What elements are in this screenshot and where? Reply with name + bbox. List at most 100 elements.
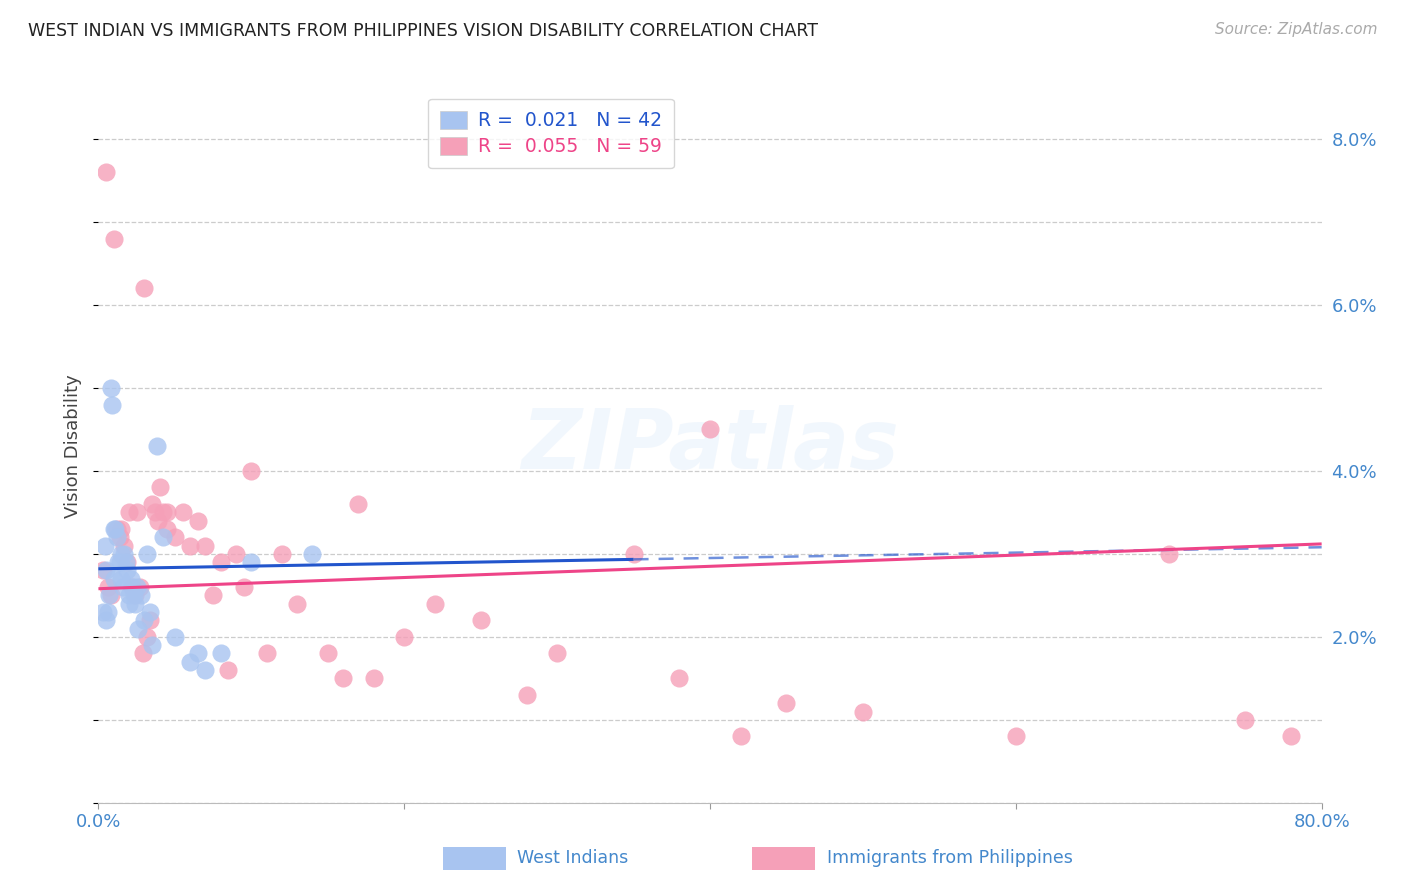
Point — [139, 605, 162, 619]
Point — [139, 613, 162, 627]
Point — [105, 530, 128, 544]
Point — [125, 580, 148, 594]
Point — [194, 539, 217, 553]
Point — [209, 647, 232, 661]
Point — [623, 547, 645, 561]
Point — [202, 588, 225, 602]
Point — [152, 505, 174, 519]
Point — [101, 397, 124, 411]
Point — [103, 231, 125, 245]
Point — [1004, 730, 1026, 744]
Point — [163, 530, 186, 544]
Point — [423, 597, 446, 611]
Point — [1234, 713, 1257, 727]
Point — [121, 580, 143, 594]
Point — [209, 555, 232, 569]
Point — [668, 671, 690, 685]
Point — [105, 522, 128, 536]
Point — [225, 547, 247, 561]
Point — [699, 422, 721, 436]
Text: Immigrants from Philippines: Immigrants from Philippines — [827, 849, 1073, 867]
Point — [156, 522, 179, 536]
Point — [108, 530, 131, 544]
Text: Source: ZipAtlas.com: Source: ZipAtlas.com — [1215, 22, 1378, 37]
Point — [122, 588, 145, 602]
Point — [91, 605, 114, 619]
Point — [120, 572, 142, 586]
Point — [136, 630, 159, 644]
Point — [97, 580, 120, 594]
Point — [730, 730, 752, 744]
Legend: R =  0.021   N = 42, R =  0.055   N = 59: R = 0.021 N = 42, R = 0.055 N = 59 — [427, 99, 673, 169]
Point — [141, 497, 163, 511]
Point — [141, 638, 163, 652]
Point — [163, 630, 186, 644]
Point — [240, 555, 263, 569]
Point — [112, 539, 135, 553]
Point — [108, 555, 131, 569]
Point — [110, 522, 132, 536]
Point — [112, 547, 135, 561]
Point — [134, 613, 156, 627]
Point — [217, 663, 239, 677]
Point — [118, 505, 141, 519]
Point — [110, 547, 132, 561]
Point — [852, 705, 875, 719]
Point — [179, 655, 201, 669]
Point — [1157, 547, 1180, 561]
Point — [179, 539, 201, 553]
Point — [115, 555, 138, 569]
Point — [1279, 730, 1302, 744]
Point — [103, 522, 125, 536]
Point — [240, 464, 263, 478]
Point — [516, 688, 538, 702]
Point — [285, 597, 308, 611]
Point — [121, 580, 143, 594]
Point — [316, 647, 339, 661]
Point — [134, 281, 156, 295]
Point — [152, 530, 174, 544]
Point — [100, 588, 122, 602]
Point — [103, 572, 125, 586]
Point — [100, 381, 122, 395]
Point — [232, 580, 254, 594]
Point — [187, 647, 209, 661]
Point — [136, 547, 159, 561]
Point — [172, 505, 194, 519]
Point — [125, 505, 148, 519]
Point — [146, 514, 169, 528]
Text: West Indians: West Indians — [517, 849, 628, 867]
Point — [94, 613, 117, 627]
Point — [104, 522, 127, 536]
Point — [363, 671, 385, 685]
Point — [775, 696, 797, 710]
Point — [546, 647, 568, 661]
Point — [187, 514, 209, 528]
Point — [256, 647, 278, 661]
Point — [111, 580, 134, 594]
Point — [128, 580, 150, 594]
Point — [143, 505, 166, 519]
Point — [194, 663, 217, 677]
Point — [107, 555, 129, 569]
Point — [392, 630, 416, 644]
Point — [127, 622, 149, 636]
Point — [145, 439, 167, 453]
Point — [98, 588, 121, 602]
Text: ZIPatlas: ZIPatlas — [522, 406, 898, 486]
Point — [118, 588, 141, 602]
Point — [97, 605, 120, 619]
Point — [132, 647, 155, 661]
Text: WEST INDIAN VS IMMIGRANTS FROM PHILIPPINES VISION DISABILITY CORRELATION CHART: WEST INDIAN VS IMMIGRANTS FROM PHILIPPIN… — [28, 22, 818, 40]
Point — [156, 505, 179, 519]
Point — [91, 564, 114, 578]
Point — [124, 597, 146, 611]
Point — [149, 481, 172, 495]
Point — [347, 497, 370, 511]
Point — [129, 588, 152, 602]
Point — [110, 572, 132, 586]
Point — [118, 597, 141, 611]
Y-axis label: Vision Disability: Vision Disability — [65, 374, 83, 518]
Point — [117, 555, 139, 569]
Point — [117, 564, 139, 578]
